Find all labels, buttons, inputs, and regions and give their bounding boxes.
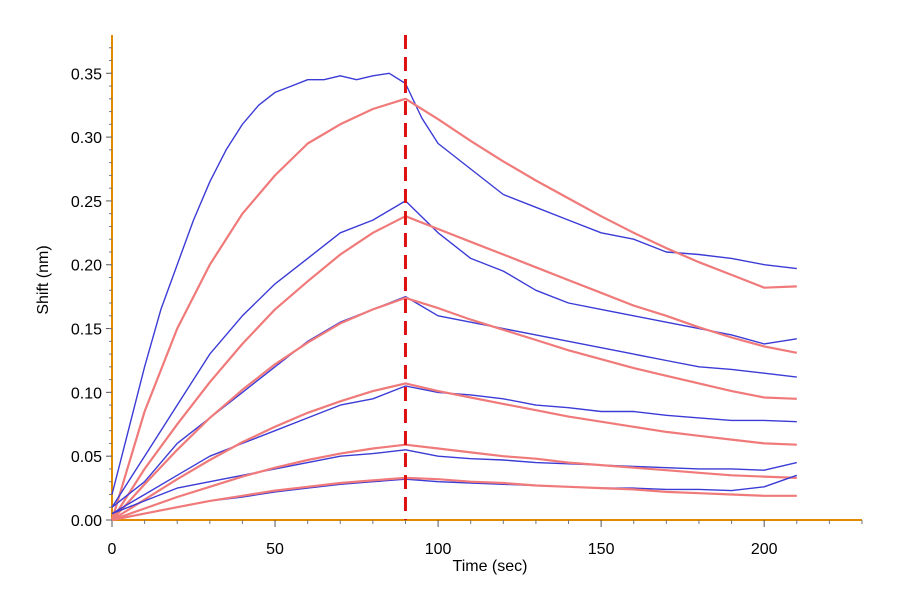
y-tick-label: 0.35 xyxy=(71,66,102,83)
axes: 0.00 0.05 0.10 0.15 0.20 0.25 0.30 0.35 0 50 100 1… xyxy=(71,35,863,558)
fit-curve-fit-4 xyxy=(111,382,797,521)
fit-curve-fit-5 xyxy=(111,443,797,522)
x-tick-label: 200 xyxy=(751,541,778,558)
x-axis-title: Time (sec) xyxy=(453,558,528,575)
y-tick-label: 0.00 xyxy=(71,513,102,530)
fit-curve-fit-3 xyxy=(111,296,797,521)
y-tick-label: 0.20 xyxy=(71,258,102,275)
measured-curve-measured-1 xyxy=(111,72,797,495)
fit-curve-fit-1 xyxy=(110,97,797,521)
x-tick-label: 50 xyxy=(266,541,284,558)
measured-curve-measured-2 xyxy=(111,200,797,508)
fit-curve-fit-2 xyxy=(111,215,798,521)
fit-curve-fit-6 xyxy=(111,476,797,522)
x-tick-label: 100 xyxy=(425,541,452,558)
y-tick-label: 0.15 xyxy=(71,322,102,339)
y-tick-label: 0.10 xyxy=(71,385,102,402)
y-tick-label: 0.25 xyxy=(71,194,102,211)
x-tick-label: 150 xyxy=(588,541,615,558)
measured-curve-measured-6 xyxy=(111,474,798,521)
series-layer xyxy=(110,72,798,522)
y-tick-label: 0.30 xyxy=(71,130,102,147)
y-axis-ticks: 0.00 0.05 0.10 0.15 0.20 0.25 0.30 0.35 xyxy=(71,47,112,530)
y-axis-title: Shift (nm) xyxy=(35,245,52,314)
measured-curve-measured-5 xyxy=(111,449,797,515)
x-axis-ticks: 0 50 100 150 200 xyxy=(108,520,863,558)
y-tick-label: 0.05 xyxy=(71,449,102,466)
x-tick-label: 0 xyxy=(108,541,117,558)
